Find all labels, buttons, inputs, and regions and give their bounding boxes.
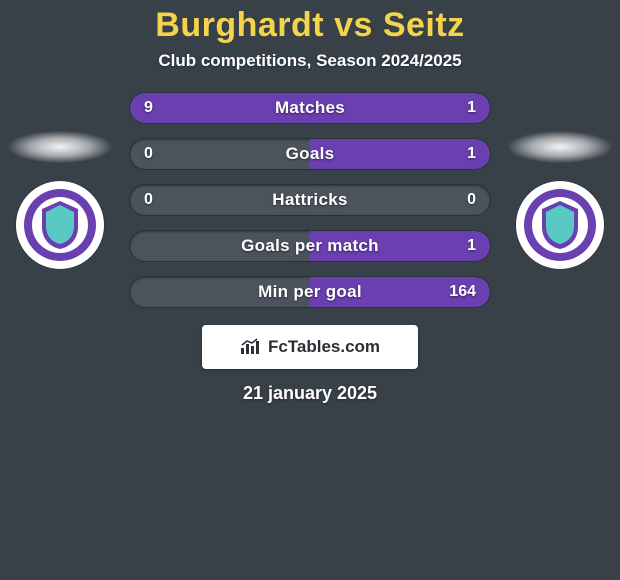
stat-value-right: 1: [467, 93, 476, 123]
right-club-crest: [516, 181, 604, 269]
brand-label: FcTables.com: [268, 337, 380, 357]
stat-label: Matches: [130, 93, 490, 123]
footer: FcTables.com 21 january 2025: [0, 325, 620, 404]
stat-bar: Matches9 1: [130, 93, 490, 123]
left-club-crest: [16, 181, 104, 269]
stat-label: Hattricks: [130, 185, 490, 215]
comparison-infographic: Burghardt vs Seitz Club competitions, Se…: [0, 0, 620, 580]
comparison-title: Burghardt vs Seitz: [0, 6, 620, 45]
stat-value-left: 0: [144, 139, 153, 169]
header: Burghardt vs Seitz Club competitions, Se…: [0, 0, 620, 71]
stat-bar: Goals0 1: [130, 139, 490, 169]
stat-value-right: 1: [467, 139, 476, 169]
right-player-column: [500, 131, 620, 269]
stat-bar: Goals per match1: [130, 231, 490, 261]
brand-logo-box: FcTables.com: [202, 325, 418, 369]
stat-bars: Matches91Goals01Hattricks00Goals per mat…: [120, 93, 500, 307]
stat-value-right: 1: [467, 231, 476, 261]
stat-value-right: 164: [449, 277, 476, 307]
comparison-subtitle: Club competitions, Season 2024/2025: [0, 51, 620, 71]
stat-value-left: 9: [144, 93, 153, 123]
chart-icon: [240, 338, 262, 356]
date-text: 21 january 2025: [243, 383, 377, 404]
stat-bar: Hattricks0 0: [130, 185, 490, 215]
stat-label: Min per goal: [130, 277, 490, 307]
stat-label: Goals per match: [130, 231, 490, 261]
left-player-column: [0, 131, 120, 269]
comparison-body: Matches91Goals01Hattricks00Goals per mat…: [0, 93, 620, 307]
stat-value-right: 0: [467, 185, 476, 215]
stat-label: Goals: [130, 139, 490, 169]
player-silhouette-glow: [508, 131, 612, 163]
stat-value-left: 0: [144, 185, 153, 215]
player-silhouette-glow: [8, 131, 112, 163]
crest-icon: [22, 187, 98, 263]
crest-icon: [522, 187, 598, 263]
stat-bar: Min per goal164: [130, 277, 490, 307]
